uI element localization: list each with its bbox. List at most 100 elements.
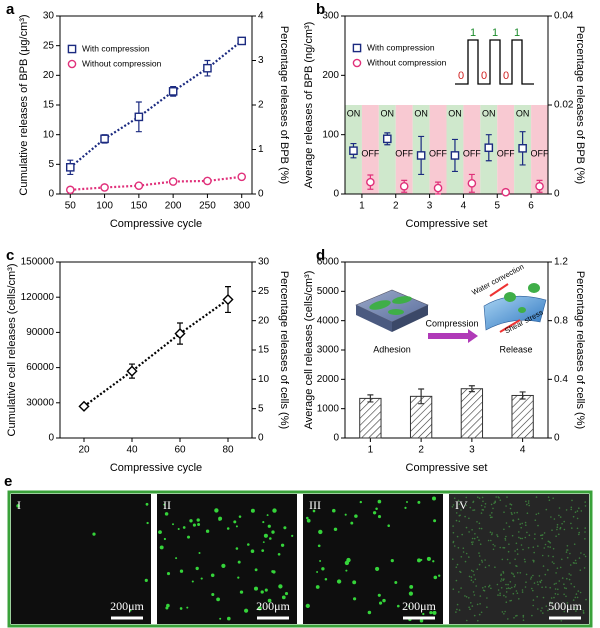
- cell-dot: [452, 504, 455, 506]
- cell-dot: [464, 560, 467, 563]
- cell-dot: [526, 531, 528, 534]
- cell-dot: [254, 568, 258, 572]
- cell-dot: [163, 503, 166, 506]
- cell-dot: [457, 499, 460, 502]
- cell-dot: [455, 611, 457, 613]
- cell-dot: [532, 561, 535, 563]
- cell-dot: [553, 583, 556, 585]
- cell-dot: [315, 585, 320, 589]
- cell-dot: [574, 511, 577, 513]
- cell-dot: [509, 600, 511, 602]
- y2-tick-label: 30: [258, 257, 270, 268]
- cell-dot: [532, 574, 534, 577]
- cell-dot: [472, 570, 475, 573]
- y2-axis-label: Percentage releases of BPB (%): [574, 26, 586, 184]
- cell-dot: [478, 555, 481, 557]
- cell-dot: [527, 547, 530, 549]
- cell-dot: [433, 575, 438, 580]
- cell-dot: [491, 532, 494, 534]
- y-tick-label: 300: [322, 11, 339, 22]
- cell-dot: [458, 520, 461, 523]
- cell-dot: [576, 510, 579, 512]
- cell-dot: [568, 578, 571, 581]
- y-axis-label: Cumulative cell releases (cells/cm³): [6, 264, 18, 437]
- x-tick-label: 6: [528, 201, 534, 212]
- y2-axis-label: Percentage releases of BPB (%): [278, 26, 290, 184]
- cell-dot: [480, 611, 483, 614]
- cell-dot: [552, 555, 554, 558]
- cell-dot: [390, 559, 394, 563]
- y2-tick-label: 0: [258, 189, 264, 200]
- cell-dot: [566, 549, 568, 551]
- cell-dot: [260, 590, 264, 594]
- x-tick-label: 50: [65, 201, 77, 212]
- cell-dot: [521, 537, 523, 540]
- data-point: [168, 177, 178, 186]
- wave-high-label: 1: [470, 27, 476, 39]
- cell-dot: [177, 527, 180, 531]
- cell-dot: [486, 597, 488, 599]
- cell-dot: [575, 608, 578, 611]
- cell-dot: [510, 504, 513, 506]
- y-tick-label: 3000: [317, 345, 340, 356]
- cell-dot: [512, 573, 514, 575]
- cell-dot: [539, 581, 542, 584]
- data-point: [518, 144, 527, 153]
- cell-dot: [497, 496, 500, 498]
- cell-dot: [474, 578, 477, 581]
- cell-dot: [537, 512, 540, 515]
- cell-dot: [522, 548, 524, 551]
- cell-dot: [502, 579, 505, 581]
- cell-dot: [484, 585, 487, 588]
- cell-dot: [489, 514, 491, 517]
- cell-dot: [476, 521, 478, 523]
- cell: [528, 283, 540, 293]
- cell-dot: [464, 595, 466, 597]
- cell-dot: [541, 534, 544, 536]
- cell-dot: [575, 562, 577, 564]
- cell-dot: [504, 539, 507, 541]
- cell-dot: [519, 523, 521, 525]
- cell-dot: [585, 598, 587, 601]
- cell-dot: [515, 615, 517, 617]
- cell-dot: [537, 524, 539, 527]
- cell-dot: [542, 565, 545, 567]
- cell-dot: [460, 556, 463, 558]
- cell-dot: [453, 545, 456, 547]
- on-label: ON: [414, 108, 428, 118]
- wave-low-label: 0: [458, 70, 464, 82]
- cell-dot: [569, 552, 571, 555]
- cell-dot: [305, 603, 310, 609]
- x-tick-label: 3: [469, 445, 475, 456]
- cell-dot: [478, 563, 481, 566]
- cell-dot: [511, 586, 513, 589]
- cell-dot: [505, 583, 507, 586]
- cell-dot: [511, 534, 514, 537]
- cell-dot: [532, 559, 534, 562]
- cell-dot: [262, 541, 265, 544]
- y-axis-label: Cumulative releases of BPB (μg/cm³): [18, 14, 30, 195]
- cell-dot: [507, 583, 509, 586]
- cell-dot: [182, 526, 186, 529]
- cell-dot: [516, 592, 519, 594]
- x-tick-label: 100: [96, 201, 113, 212]
- cell-dot: [283, 526, 287, 530]
- cell-dot: [537, 545, 539, 547]
- cell-dot: [537, 608, 539, 610]
- y2-tick-label: 1: [258, 144, 264, 155]
- cell-dot: [584, 527, 586, 529]
- cell-dot: [511, 513, 513, 515]
- cell-dot: [544, 543, 547, 546]
- cell-dot: [522, 614, 525, 617]
- cell-dot: [422, 612, 425, 616]
- cell-dot: [359, 500, 362, 504]
- cell-dot: [519, 572, 522, 574]
- off-band: [531, 105, 548, 194]
- off-label: OFF: [429, 148, 447, 158]
- cell-dot: [542, 596, 545, 599]
- cell-dot: [406, 501, 408, 503]
- cell-dot: [469, 506, 472, 509]
- cell-dot: [471, 543, 474, 545]
- cell-dot: [579, 569, 582, 571]
- cell-dot: [478, 522, 481, 525]
